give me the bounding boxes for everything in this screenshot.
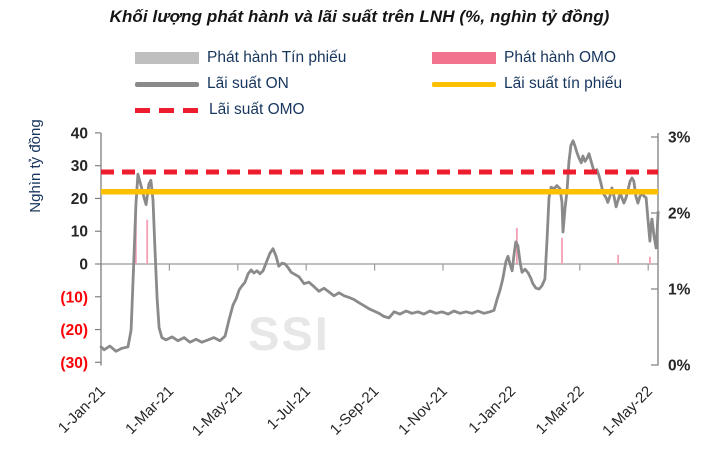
omo-issuance-bar (649, 256, 651, 264)
y-right-tick-label: 2% (668, 206, 691, 223)
left-axis-title: Nghìn tỷ đồng (27, 119, 44, 212)
omo-issuance-bar (146, 219, 149, 264)
x-tick-label: 1-Jan-21 (55, 383, 109, 437)
ssi-watermark: SSI (248, 307, 330, 360)
legend-item-phat-hanh-omo: Phát hành OMO (432, 47, 616, 69)
legend-item-lai-suat-tin-phieu: Lãi suất tín phiếu (432, 73, 622, 95)
x-tick-label: 1-May-22 (599, 383, 656, 440)
on-rate-line (99, 139, 660, 353)
x-tick-label: 1-Jan-22 (465, 383, 519, 437)
omo-issuance-bar (561, 237, 563, 264)
x-tick-label: 1-Sep-21 (327, 383, 383, 439)
y-left-tick-label: 30 (71, 158, 88, 175)
legend-item-lai-suat-omo: Lãi suất OMO (135, 99, 305, 121)
legend-label-phat-hanh-tin-phieu: Phát hành Tín phiếu (207, 49, 347, 66)
gray-line-swatch-icon (135, 81, 199, 87)
y-right-tick-label: 1% (668, 282, 691, 299)
y-right-tick-label: 3% (668, 130, 691, 147)
omo-issuance-bar (617, 254, 620, 264)
page-title: Khối lượng phát hành và lãi suất trên LN… (109, 7, 610, 26)
gray-bar-swatch-icon (135, 52, 199, 64)
legend-item-phat-hanh-tin-phieu: Phát hành Tín phiếu (135, 47, 346, 69)
y-left-tick-label: 20 (71, 191, 88, 208)
x-tick-label: 1-Nov-21 (395, 383, 451, 439)
legend-label-phat-hanh-omo: Phát hành OMO (504, 49, 617, 66)
y-left-tick-label: 10 (71, 224, 88, 241)
y-left-tick-label: (30) (60, 355, 88, 372)
y-left-tick-label: 0 (79, 257, 88, 274)
y-left-tick-label: (20) (60, 322, 88, 339)
legend-label-lai-suat-on: Lãi suất ON (207, 75, 289, 92)
x-tick-label: 1-Mar-22 (533, 383, 588, 438)
red-dashed-line-swatch-icon (135, 107, 201, 113)
legend-label-lai-suat-omo: Lãi suất OMO (209, 101, 305, 118)
legend-item-lai-suat-on: Lãi suất ON (135, 73, 289, 95)
y-left-tick-label: 40 (71, 125, 88, 142)
x-tick-label: 1-Jul-21 (264, 383, 314, 433)
x-tick-label: 1-Mar-21 (122, 383, 177, 438)
yellow-line-swatch-icon (432, 81, 496, 87)
pink-bar-swatch-icon (432, 52, 496, 64)
legend: Phát hành Tín phiếu Phát hành OMO Lãi su… (0, 0, 719, 130)
y-right-tick-label: 0% (668, 358, 691, 375)
x-tick-label: 1-May-21 (189, 383, 246, 440)
legend-label-lai-suat-tin-phieu: Lãi suất tín phiếu (504, 75, 623, 92)
y-left-tick-label: (10) (60, 289, 88, 306)
